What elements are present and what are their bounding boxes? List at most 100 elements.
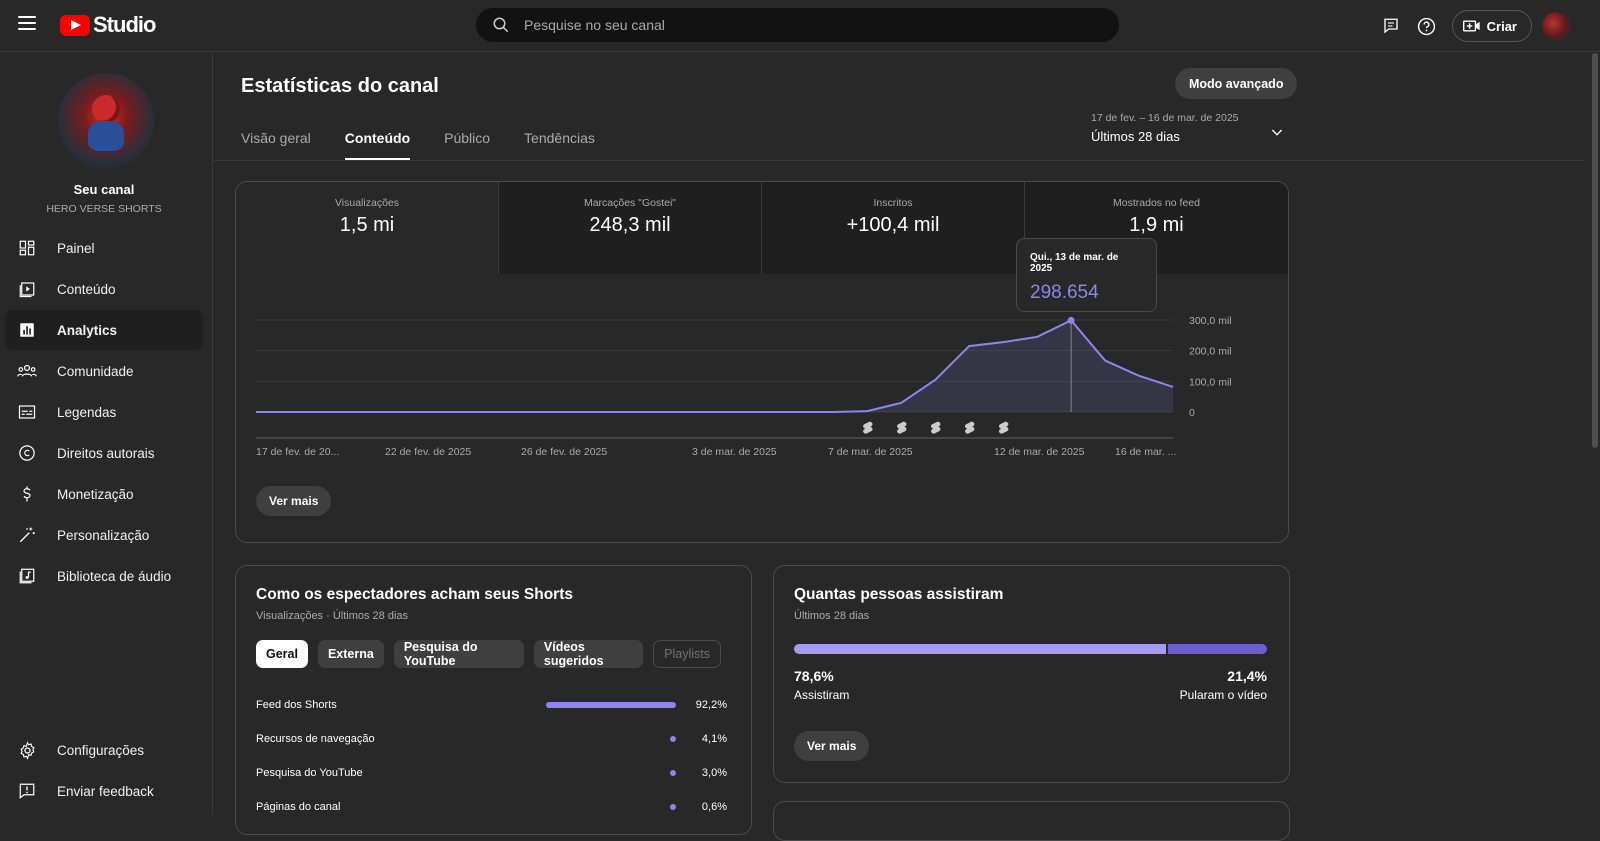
top-bar: Studio Criar <box>0 0 1600 52</box>
card-subtitle: Visualizações · Últimos 28 dias <box>256 610 409 622</box>
see-more-button[interactable]: Ver mais <box>256 486 332 516</box>
analytics-icon <box>17 320 37 340</box>
sidebar-item-label: Comunidade <box>57 363 134 379</box>
metric-gostei[interactable]: Marcações "Gostei" 248,3 mil <box>499 182 762 274</box>
logo-text: Studio <box>93 12 156 37</box>
source-name: Páginas do canal <box>256 801 341 813</box>
tab-conteudo[interactable]: Conteúdo <box>344 123 411 160</box>
source-percent: 4,1% <box>701 733 727 745</box>
x-tick-label: 16 de mar. ... <box>1115 446 1176 458</box>
community-icon <box>17 361 37 381</box>
sidebar-item-direitos-autorais[interactable]: Direitos autorais <box>5 433 203 473</box>
watched-progress-bar <box>794 644 1267 654</box>
sidebar-item-configuracoes[interactable]: Configurações <box>5 730 203 770</box>
date-range-label: Últimos 28 dias <box>1091 129 1180 144</box>
shorts-marker-icon <box>897 421 907 434</box>
account-avatar[interactable] <box>1542 12 1570 40</box>
metric-value: 1,5 mi <box>339 214 395 236</box>
search-input[interactable] <box>524 17 1064 33</box>
chart-tooltip: Qui., 13 de mar. de 2025 298.654 <box>1016 238 1157 312</box>
retention-card: Quantas pessoas assistiram Últimos 28 di… <box>773 565 1290 783</box>
main-content: Estatísticas do canal Modo avançado Visã… <box>214 53 1600 841</box>
help-icon[interactable] <box>1410 9 1444 43</box>
advanced-mode-button[interactable]: Modo avançado <box>1175 68 1298 99</box>
date-range-dates: 17 de fev. – 16 de mar. de 2025 <box>1091 112 1239 124</box>
search-bar[interactable] <box>476 8 1119 42</box>
sidebar-item-legendas[interactable]: Legendas <box>5 392 203 432</box>
list-item: Feed dos Shorts 92,2% <box>256 688 731 722</box>
metric-visualizacoes[interactable]: Visualizações 1,5 mi <box>236 182 499 274</box>
chip-geral[interactable]: Geral <box>256 640 308 668</box>
chip-videos-sugeridos[interactable]: Vídeos sugeridos <box>533 640 644 668</box>
create-label: Criar <box>1486 18 1517 34</box>
dashboard-icon <box>17 238 37 258</box>
tooltip-date: Qui., 13 de mar. de 2025 <box>1030 252 1119 274</box>
metric-tabs: Visualizações 1,5 mi Marcações "Gostei" … <box>236 182 1288 274</box>
list-item: Pesquisa do YouTube 3,0% <box>256 756 731 790</box>
x-tick-label: 22 de fev. de 2025 <box>385 446 471 458</box>
card-subtitle: Últimos 28 dias <box>794 610 870 622</box>
sidebar-item-label: Personalização <box>57 527 150 543</box>
analytics-tabs: Visão geral Conteúdo Público Tendências <box>241 123 629 160</box>
sidebar-item-enviar-feedback[interactable]: Enviar feedback <box>5 771 203 811</box>
y-tick-label: 200,0 mil <box>1189 346 1232 358</box>
traffic-sources-card: Como os espectadores acham seus Shorts V… <box>235 565 752 835</box>
sidebar-item-label: Monetização <box>57 486 134 502</box>
sidebar-item-conteudo[interactable]: Conteúdo <box>5 269 203 309</box>
metric-value: 248,3 mil <box>589 214 671 236</box>
source-dot <box>670 770 676 776</box>
series-line <box>256 319 1174 413</box>
date-range-picker[interactable]: 17 de fev. – 16 de mar. de 2025 Últimos … <box>1091 112 1291 144</box>
source-dot <box>670 804 676 810</box>
y-tick-label: 100,0 mil <box>1189 376 1232 388</box>
source-filter-chips: Geral Externa Pesquisa do YouTube Vídeos… <box>256 640 731 668</box>
magic-wand-icon <box>17 525 37 545</box>
tab-publico[interactable]: Público <box>444 130 491 146</box>
youtube-logo-icon <box>60 14 90 36</box>
chip-playlists: Playlists <box>653 640 721 668</box>
feedback-icon <box>17 781 37 801</box>
views-chart[interactable]: 300,0 mil 200,0 mil 100,0 mil 0 17 de fev. d… <box>236 182 1289 543</box>
copyright-icon <box>17 443 37 463</box>
sidebar-item-comunidade[interactable]: Comunidade <box>5 351 203 391</box>
sidebar-item-label: Legendas <box>57 404 117 420</box>
sidebar-item-monetizacao[interactable]: Monetização <box>5 474 203 514</box>
x-tick-label: 17 de fev. de 20... <box>256 446 339 458</box>
source-dot <box>670 736 676 742</box>
chip-externa[interactable]: Externa <box>317 640 384 668</box>
sidebar-bottom-nav: Configurações Enviar feedback <box>5 730 203 812</box>
sidebar-item-personalizacao[interactable]: Personalização <box>5 515 203 555</box>
menu-icon[interactable] <box>18 16 36 30</box>
metric-label: Inscritos <box>873 197 913 209</box>
next-card <box>773 801 1290 841</box>
shorts-marker-icon <box>965 421 975 434</box>
channel-avatar[interactable] <box>58 73 154 169</box>
metric-inscritos[interactable]: Inscritos +100,4 mil <box>762 182 1025 274</box>
sidebar-item-biblioteca-de-audio[interactable]: Biblioteca de áudio <box>5 556 203 596</box>
source-percent: 0,6% <box>701 801 727 813</box>
sidebar-item-label: Configurações <box>57 742 145 758</box>
x-tick-label: 26 de fev. de 2025 <box>521 446 607 458</box>
x-tick-label: 12 de mar. de 2025 <box>994 446 1085 458</box>
scrollbar[interactable] <box>1592 53 1598 448</box>
search-icon <box>493 17 509 33</box>
list-item: Recursos de navegação 4,1% <box>256 722 731 756</box>
chevron-down-icon[interactable] <box>1269 124 1285 140</box>
sidebar-item-painel[interactable]: Painel <box>5 228 203 268</box>
x-tick-label: 3 de mar. de 2025 <box>692 446 777 458</box>
see-more-button[interactable]: Ver mais <box>794 731 870 761</box>
tab-tendencias[interactable]: Tendências <box>524 130 595 146</box>
studio-logo[interactable]: Studio <box>60 12 156 38</box>
create-button[interactable]: Criar <box>1451 10 1532 42</box>
metric-value: 1,9 mi <box>1129 214 1184 236</box>
skipped-segment <box>1167 644 1267 654</box>
sidebar-item-analytics[interactable]: Analytics <box>5 310 203 350</box>
tab-visao-geral[interactable]: Visão geral <box>241 130 311 146</box>
chip-pesquisa-do-youtube[interactable]: Pesquisa do YouTube <box>393 640 524 668</box>
channel-title: Seu canal <box>73 182 135 197</box>
content-icon <box>17 279 37 299</box>
sidebar-item-label: Painel <box>57 240 95 256</box>
sidebar-item-label: Biblioteca de áudio <box>57 568 172 584</box>
messages-icon[interactable] <box>1374 9 1408 43</box>
source-name: Feed dos Shorts <box>256 699 337 711</box>
